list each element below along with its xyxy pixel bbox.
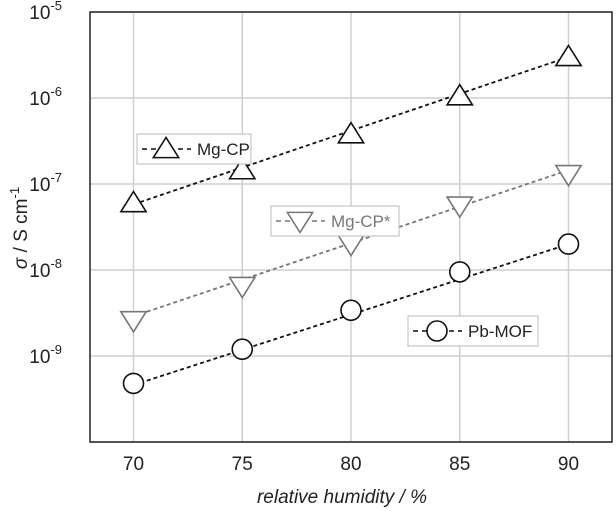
x-tick-label: 90: [558, 454, 579, 475]
x-tick-label: 85: [449, 454, 470, 475]
legend-pb-mof: Pb-MOF: [407, 315, 539, 347]
data-point-mg-cp: [336, 121, 366, 144]
x-tick-label: 80: [340, 454, 361, 475]
y-tick-label: 10-9: [29, 342, 62, 368]
data-point-mg-cp: [119, 190, 148, 213]
legend-label: Pb-MOF: [468, 322, 532, 341]
y-tick-label: 10-5: [29, 0, 62, 24]
data-point-pb-mof: [122, 372, 145, 395]
fit-lines: [133, 56, 569, 386]
y-axis-unit: / S cm: [11, 198, 32, 257]
y-axis-label: σ / S cm-1: [7, 187, 32, 269]
data-point-mg-cp: [445, 83, 474, 106]
y-axis-symbol: σ: [11, 256, 32, 269]
legend-mg-cp: Mg-CP: [136, 133, 252, 165]
data-markers: [119, 43, 583, 395]
data-point-mg-cp: [445, 196, 474, 219]
y-tick-labels: 10-5 10-6 10-7 10-8 10-9: [29, 0, 62, 368]
legends: Mg-CP Mg-CP* Pb-MOF: [136, 133, 539, 347]
x-tick-label: 70: [123, 454, 144, 475]
data-point-mg-cp: [554, 43, 583, 67]
data-point-mg-cp: [228, 157, 257, 180]
y-tick-label: 10-8: [29, 256, 62, 282]
y-tick-label: 10-6: [29, 84, 62, 110]
legend-label: Mg-CP*: [331, 212, 391, 231]
legend-label: Mg-CP: [197, 140, 250, 159]
plot-frame: [89, 11, 613, 443]
y-axis-unit-exponent: -1: [7, 187, 22, 199]
data-point-mg-cp: [228, 276, 257, 300]
fit-line-pb-mof: [133, 243, 569, 386]
legend-marker: [151, 135, 181, 159]
legend-marker: [426, 320, 448, 342]
data-point-mg-cp: [554, 164, 583, 188]
data-point-pb-mof: [340, 299, 362, 322]
y-tick-label: 10-7: [29, 170, 62, 196]
data-point-mg-cp: [119, 310, 148, 334]
legend-marker: [285, 211, 315, 235]
x-tick-labels: 70 75 80 85 90: [123, 454, 579, 475]
x-axis-label: relative humidity / %: [257, 487, 427, 508]
data-point-pb-mof: [231, 338, 254, 360]
data-point-pb-mof: [557, 233, 580, 255]
x-tick-label: 75: [232, 454, 253, 475]
legend-mg-cp: Mg-CP*: [270, 205, 400, 237]
data-point-pb-mof: [448, 261, 471, 283]
